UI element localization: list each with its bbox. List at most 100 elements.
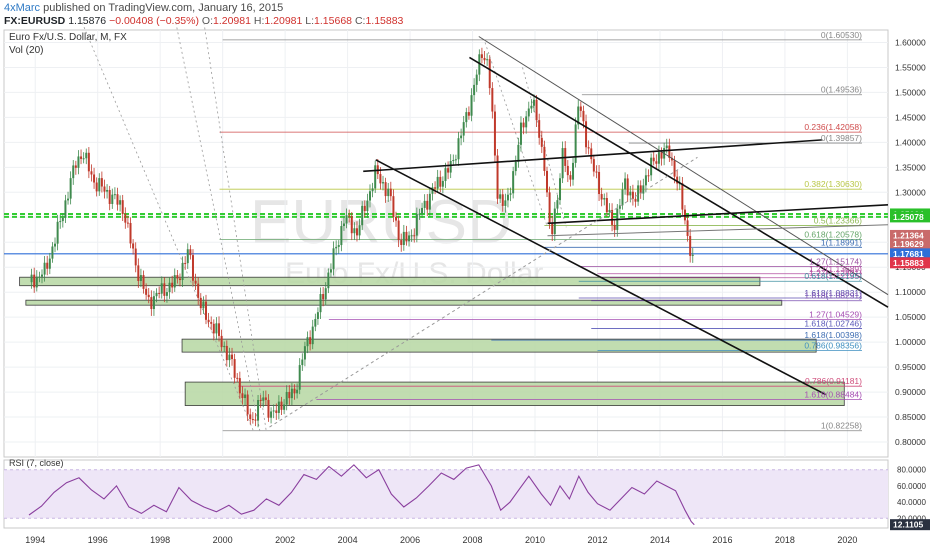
candle-body bbox=[43, 262, 46, 275]
candle-body bbox=[644, 175, 647, 186]
candle-body bbox=[397, 220, 400, 241]
y-tick-label: 0.95000 bbox=[895, 362, 926, 372]
candle-body bbox=[327, 272, 330, 289]
candle-body bbox=[434, 187, 437, 189]
candle-body bbox=[264, 397, 267, 400]
trendline bbox=[547, 203, 889, 225]
candle-body bbox=[454, 159, 457, 161]
candle-body bbox=[142, 275, 145, 289]
candle-body bbox=[61, 217, 64, 222]
candle-body bbox=[181, 263, 184, 281]
candle-body bbox=[35, 276, 38, 288]
candle-body bbox=[285, 391, 288, 405]
rsi-tick-label: 60.0000 bbox=[897, 482, 926, 491]
candle-body bbox=[262, 397, 265, 401]
candle-body bbox=[244, 394, 247, 399]
candle-body bbox=[387, 188, 390, 197]
fib-level-label: 0.382(1.30630) bbox=[804, 179, 862, 189]
publish-text: published on TradingView.com, January 16… bbox=[43, 2, 284, 14]
candle-body bbox=[348, 215, 351, 217]
candle-body bbox=[631, 191, 634, 199]
trendline bbox=[375, 159, 826, 396]
rsi-band bbox=[4, 469, 888, 519]
candle-body bbox=[111, 194, 114, 204]
candle-body bbox=[184, 263, 187, 265]
candle-body bbox=[168, 282, 171, 293]
y-tick-label: 1.00000 bbox=[895, 337, 926, 347]
candle-body bbox=[532, 99, 535, 106]
candle-body bbox=[100, 178, 103, 187]
candle-body bbox=[517, 144, 520, 162]
candle-body bbox=[418, 213, 421, 215]
candle-body bbox=[163, 283, 166, 296]
candle-body bbox=[441, 180, 444, 187]
candle-body bbox=[303, 346, 306, 360]
candle-body bbox=[228, 354, 231, 361]
candle-body bbox=[197, 283, 200, 298]
candle-body bbox=[504, 200, 507, 206]
candle-body bbox=[204, 301, 207, 320]
close-value: 1.15883 bbox=[365, 15, 404, 27]
candle-body bbox=[223, 345, 226, 348]
x-tick-label: 2018 bbox=[775, 535, 795, 545]
candle-body bbox=[337, 245, 340, 247]
candle-body bbox=[582, 110, 585, 122]
fib-level-label: 1.618(1.02746) bbox=[804, 318, 862, 328]
y-tick-label: 1.10000 bbox=[895, 287, 926, 297]
candle-body bbox=[296, 389, 299, 394]
price-badge-label: 1.15883 bbox=[893, 258, 924, 268]
candle-body bbox=[98, 178, 101, 192]
candle-body bbox=[624, 178, 627, 190]
candle-body bbox=[134, 248, 137, 266]
x-tick-label: 2004 bbox=[338, 535, 358, 545]
x-tick-label: 1998 bbox=[150, 535, 170, 545]
candle-body bbox=[483, 57, 486, 61]
rsi-tick-label: 80.0000 bbox=[897, 466, 926, 475]
candle-body bbox=[59, 221, 62, 223]
candle-body bbox=[145, 288, 148, 295]
candle-body bbox=[605, 198, 608, 213]
candle-body bbox=[402, 231, 405, 246]
candle-body bbox=[332, 248, 335, 270]
candle-body bbox=[69, 178, 72, 199]
candle-body bbox=[642, 185, 645, 194]
candle-body bbox=[80, 156, 83, 159]
fib-level-label: 0.786(0.98356) bbox=[804, 340, 862, 350]
last-price: 1.15876 bbox=[68, 15, 107, 27]
candle-body bbox=[48, 258, 51, 269]
candle-body bbox=[382, 182, 385, 184]
candle-body bbox=[379, 174, 382, 184]
candle-body bbox=[413, 235, 416, 237]
fib-level-label: 1(1.18991) bbox=[821, 237, 862, 247]
candle-body bbox=[522, 122, 525, 128]
author-link[interactable]: 4xMarc bbox=[4, 2, 41, 14]
candle-body bbox=[611, 209, 614, 225]
candle-body bbox=[621, 189, 624, 206]
fib-level-label: 1.27(1.12891) bbox=[809, 268, 862, 278]
candle-body bbox=[191, 255, 194, 281]
candle-body bbox=[106, 189, 109, 192]
price-badge bbox=[890, 248, 930, 260]
rsi-last-label: 12.1105 bbox=[893, 520, 924, 530]
fib-level-label: 1.618(1.00398) bbox=[804, 330, 862, 340]
price-badge-label: 1.19629 bbox=[893, 239, 924, 249]
candle-body bbox=[160, 283, 163, 294]
fan-line bbox=[175, 22, 261, 433]
candle-body bbox=[395, 216, 398, 221]
price-badge-label: 1.25078 bbox=[893, 212, 924, 222]
candle-body bbox=[82, 158, 85, 160]
symbol-label: FX:EURUSD bbox=[4, 15, 66, 27]
x-tick-label: 2002 bbox=[275, 535, 295, 545]
candle-body bbox=[225, 345, 228, 361]
rsi-line bbox=[28, 464, 695, 526]
candle-body bbox=[566, 165, 569, 176]
open-value: 1.20981 bbox=[213, 15, 251, 27]
candle-body bbox=[665, 145, 668, 149]
fib-level-label: 0.236(1.42058) bbox=[804, 122, 862, 132]
candle-body bbox=[634, 198, 637, 202]
price-badge bbox=[890, 229, 930, 241]
candle-body bbox=[512, 171, 515, 194]
candle-body bbox=[178, 278, 181, 281]
candle-body bbox=[77, 156, 80, 168]
